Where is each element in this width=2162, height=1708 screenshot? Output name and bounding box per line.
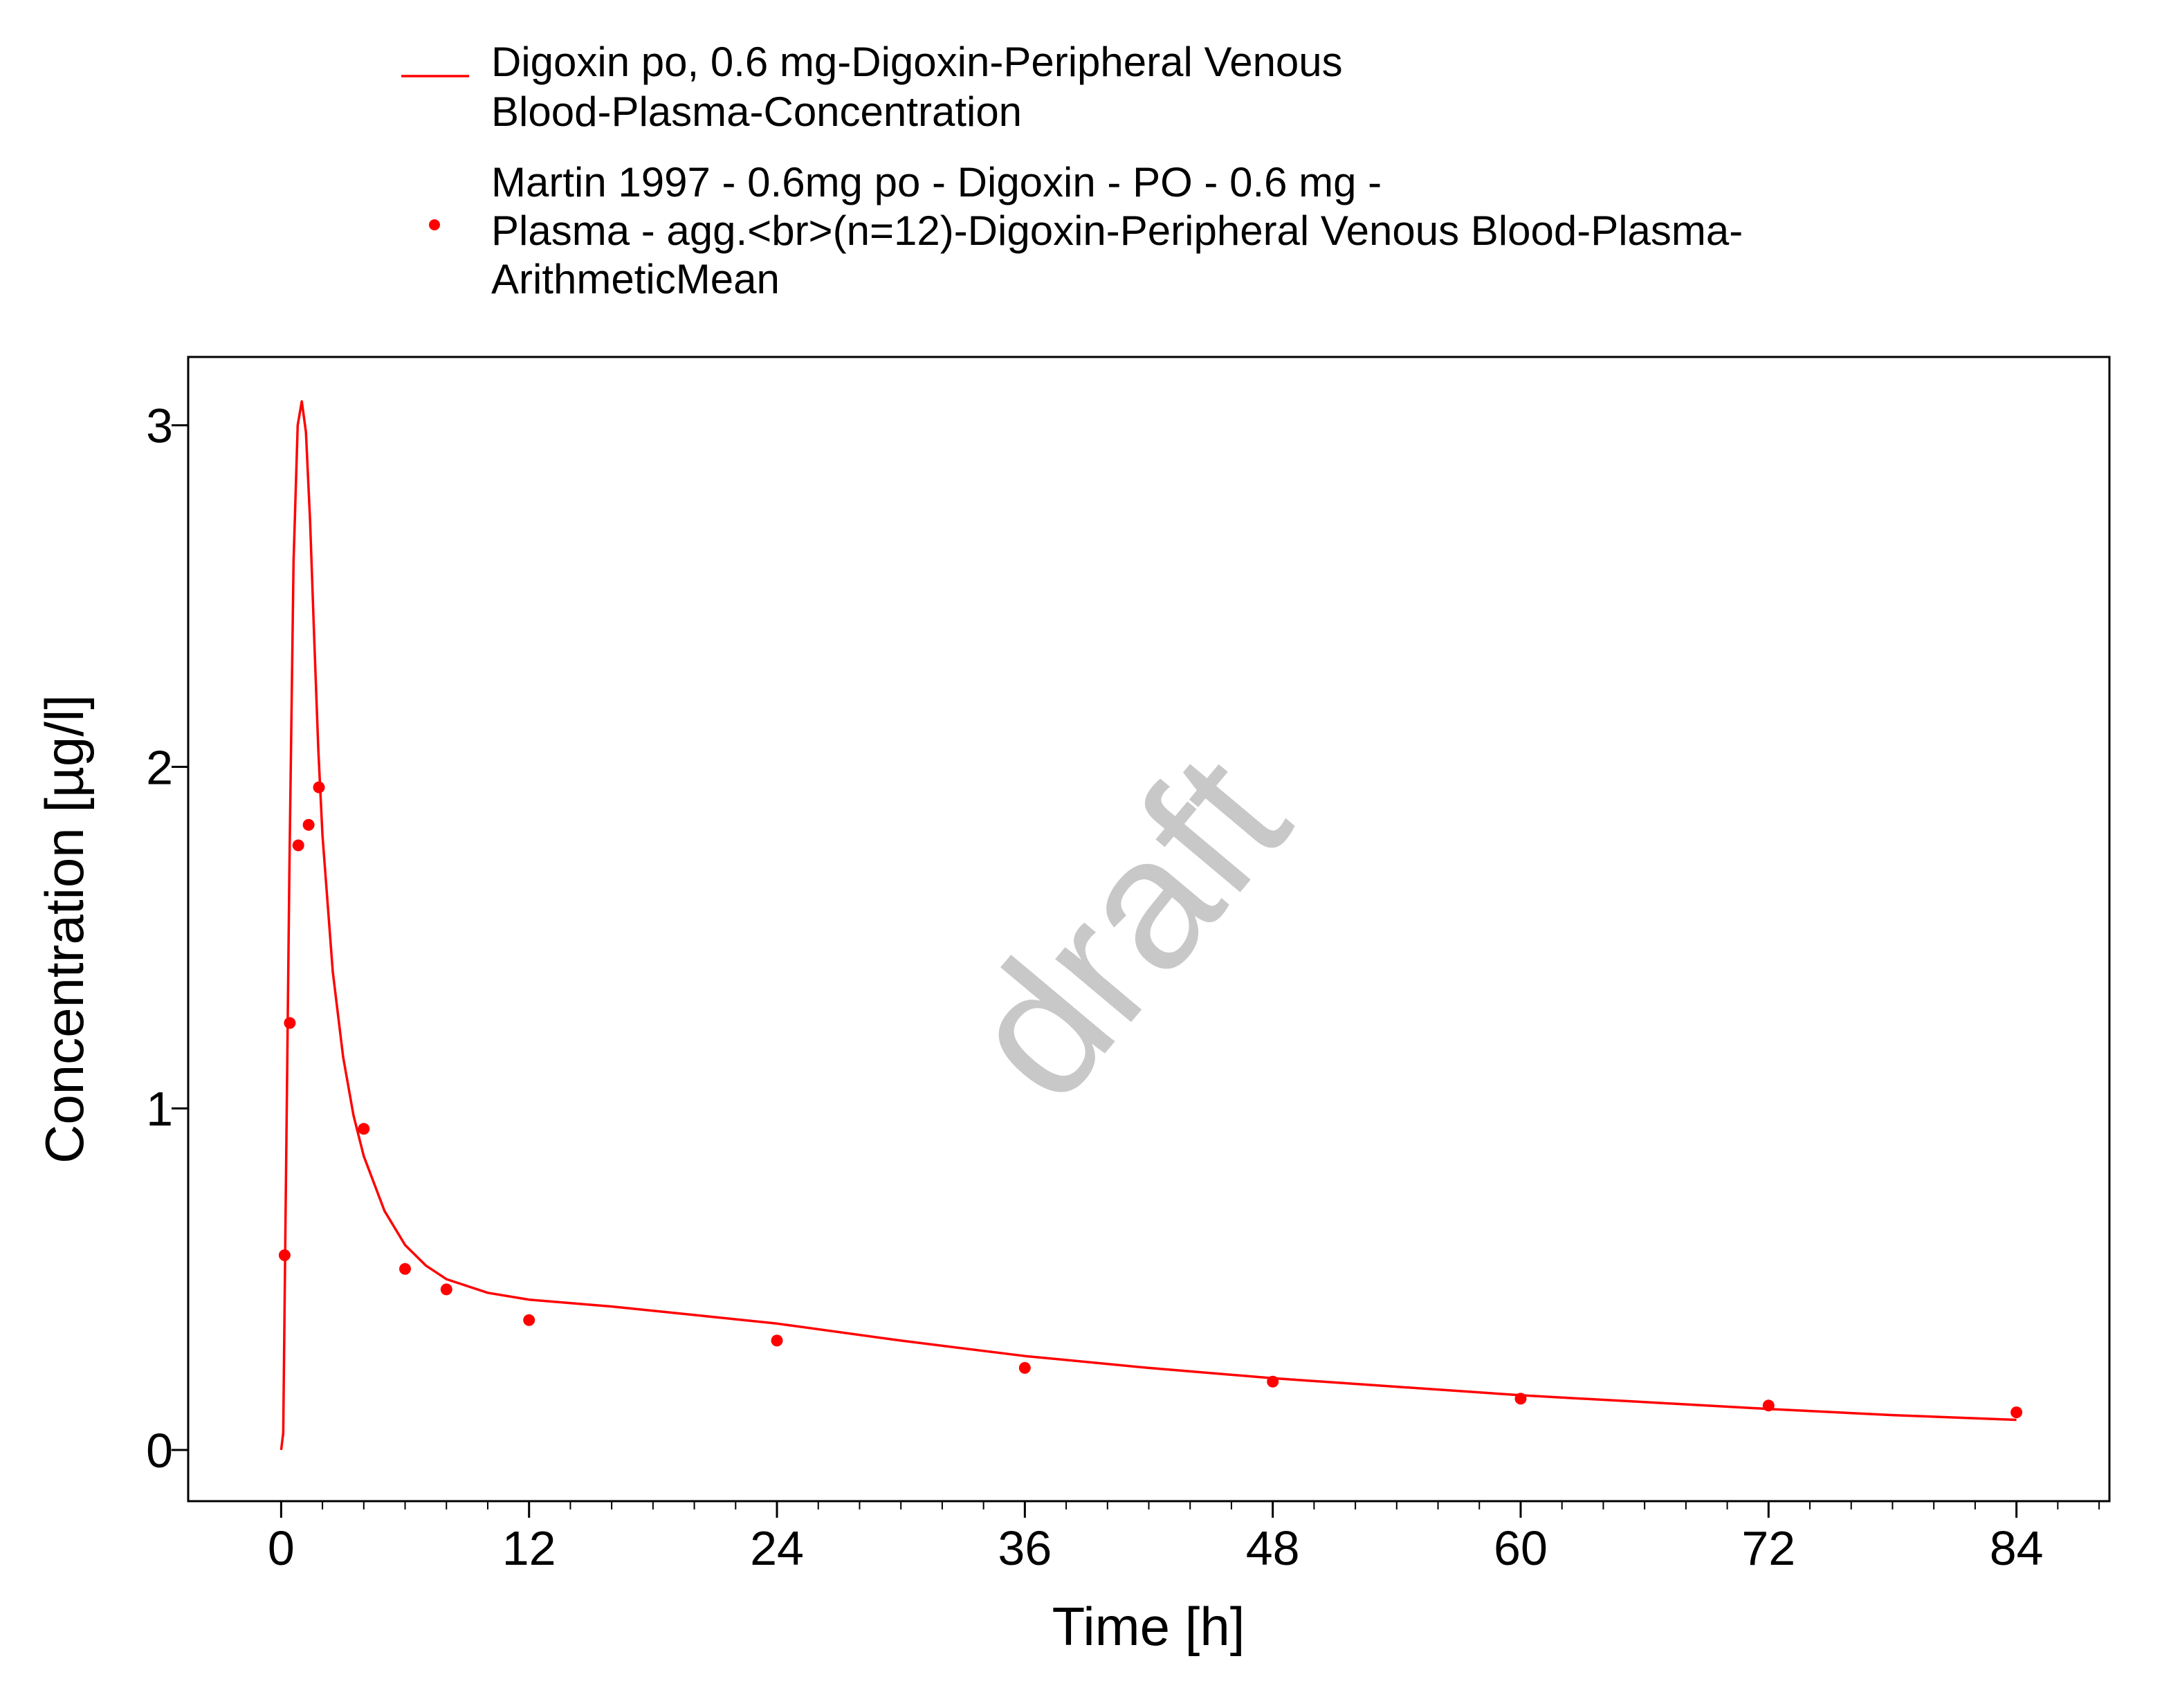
y-tick-label: 2	[146, 740, 173, 794]
legend-point-swatch	[429, 219, 440, 230]
observed-data-point	[1018, 1361, 1031, 1374]
observed-data-point	[1267, 1375, 1279, 1388]
y-axis-label: Concentration [µg/l]	[34, 695, 95, 1164]
watermark-text: draft	[927, 717, 1327, 1137]
y-tick-label: 3	[146, 399, 173, 453]
observed-data-point	[302, 818, 315, 831]
legend-point-label-1: Martin 1997 - 0.6mg po - Digoxin - PO - …	[491, 159, 1382, 205]
observed-data-point	[284, 1017, 296, 1029]
x-tick-label: 12	[502, 1521, 556, 1575]
legend-line-label-2: Blood-Plasma-Concentration	[491, 89, 1022, 135]
x-tick-label: 60	[1494, 1521, 1548, 1575]
x-tick-label: 84	[1990, 1521, 2044, 1575]
x-axis: 0 12 24 36 48 60 72 84	[268, 1501, 2100, 1575]
observed-data-point	[292, 839, 304, 852]
y-tick-label: 1	[146, 1082, 173, 1136]
legend: Digoxin po, 0.6 mg-Digoxin-Peripheral Ve…	[401, 39, 1743, 302]
observed-data-point	[2010, 1406, 2023, 1419]
x-tick-label: 24	[750, 1521, 804, 1575]
x-tick-label: 48	[1246, 1521, 1300, 1575]
y-axis: 0 1 2 3	[146, 399, 188, 1478]
simulation-line	[280, 400, 2017, 1451]
x-tick-label: 36	[998, 1521, 1052, 1575]
observed-data-point	[358, 1123, 370, 1135]
observed-data-point	[1762, 1399, 1775, 1412]
x-axis-label: Time [h]	[1052, 1596, 1245, 1657]
x-tick-label: 72	[1741, 1521, 1795, 1575]
observed-data-point	[440, 1283, 452, 1296]
observed-data-point	[313, 781, 325, 793]
series-layer	[278, 400, 2023, 1451]
observed-data-point	[771, 1334, 783, 1347]
legend-point-label-2: Plasma - agg.<br>(n=12)-Digoxin-Peripher…	[491, 208, 1743, 254]
legend-point-label-3: ArithmeticMean	[491, 256, 780, 302]
observed-data-point	[278, 1249, 291, 1261]
legend-line-label-1: Digoxin po, 0.6 mg-Digoxin-Peripheral Ve…	[491, 39, 1343, 85]
observed-data-point	[523, 1314, 535, 1326]
x-tick-label: 0	[268, 1521, 295, 1575]
y-tick-label: 0	[146, 1424, 173, 1478]
observed-data-point	[399, 1262, 411, 1275]
observed-data-point	[1514, 1393, 1527, 1405]
